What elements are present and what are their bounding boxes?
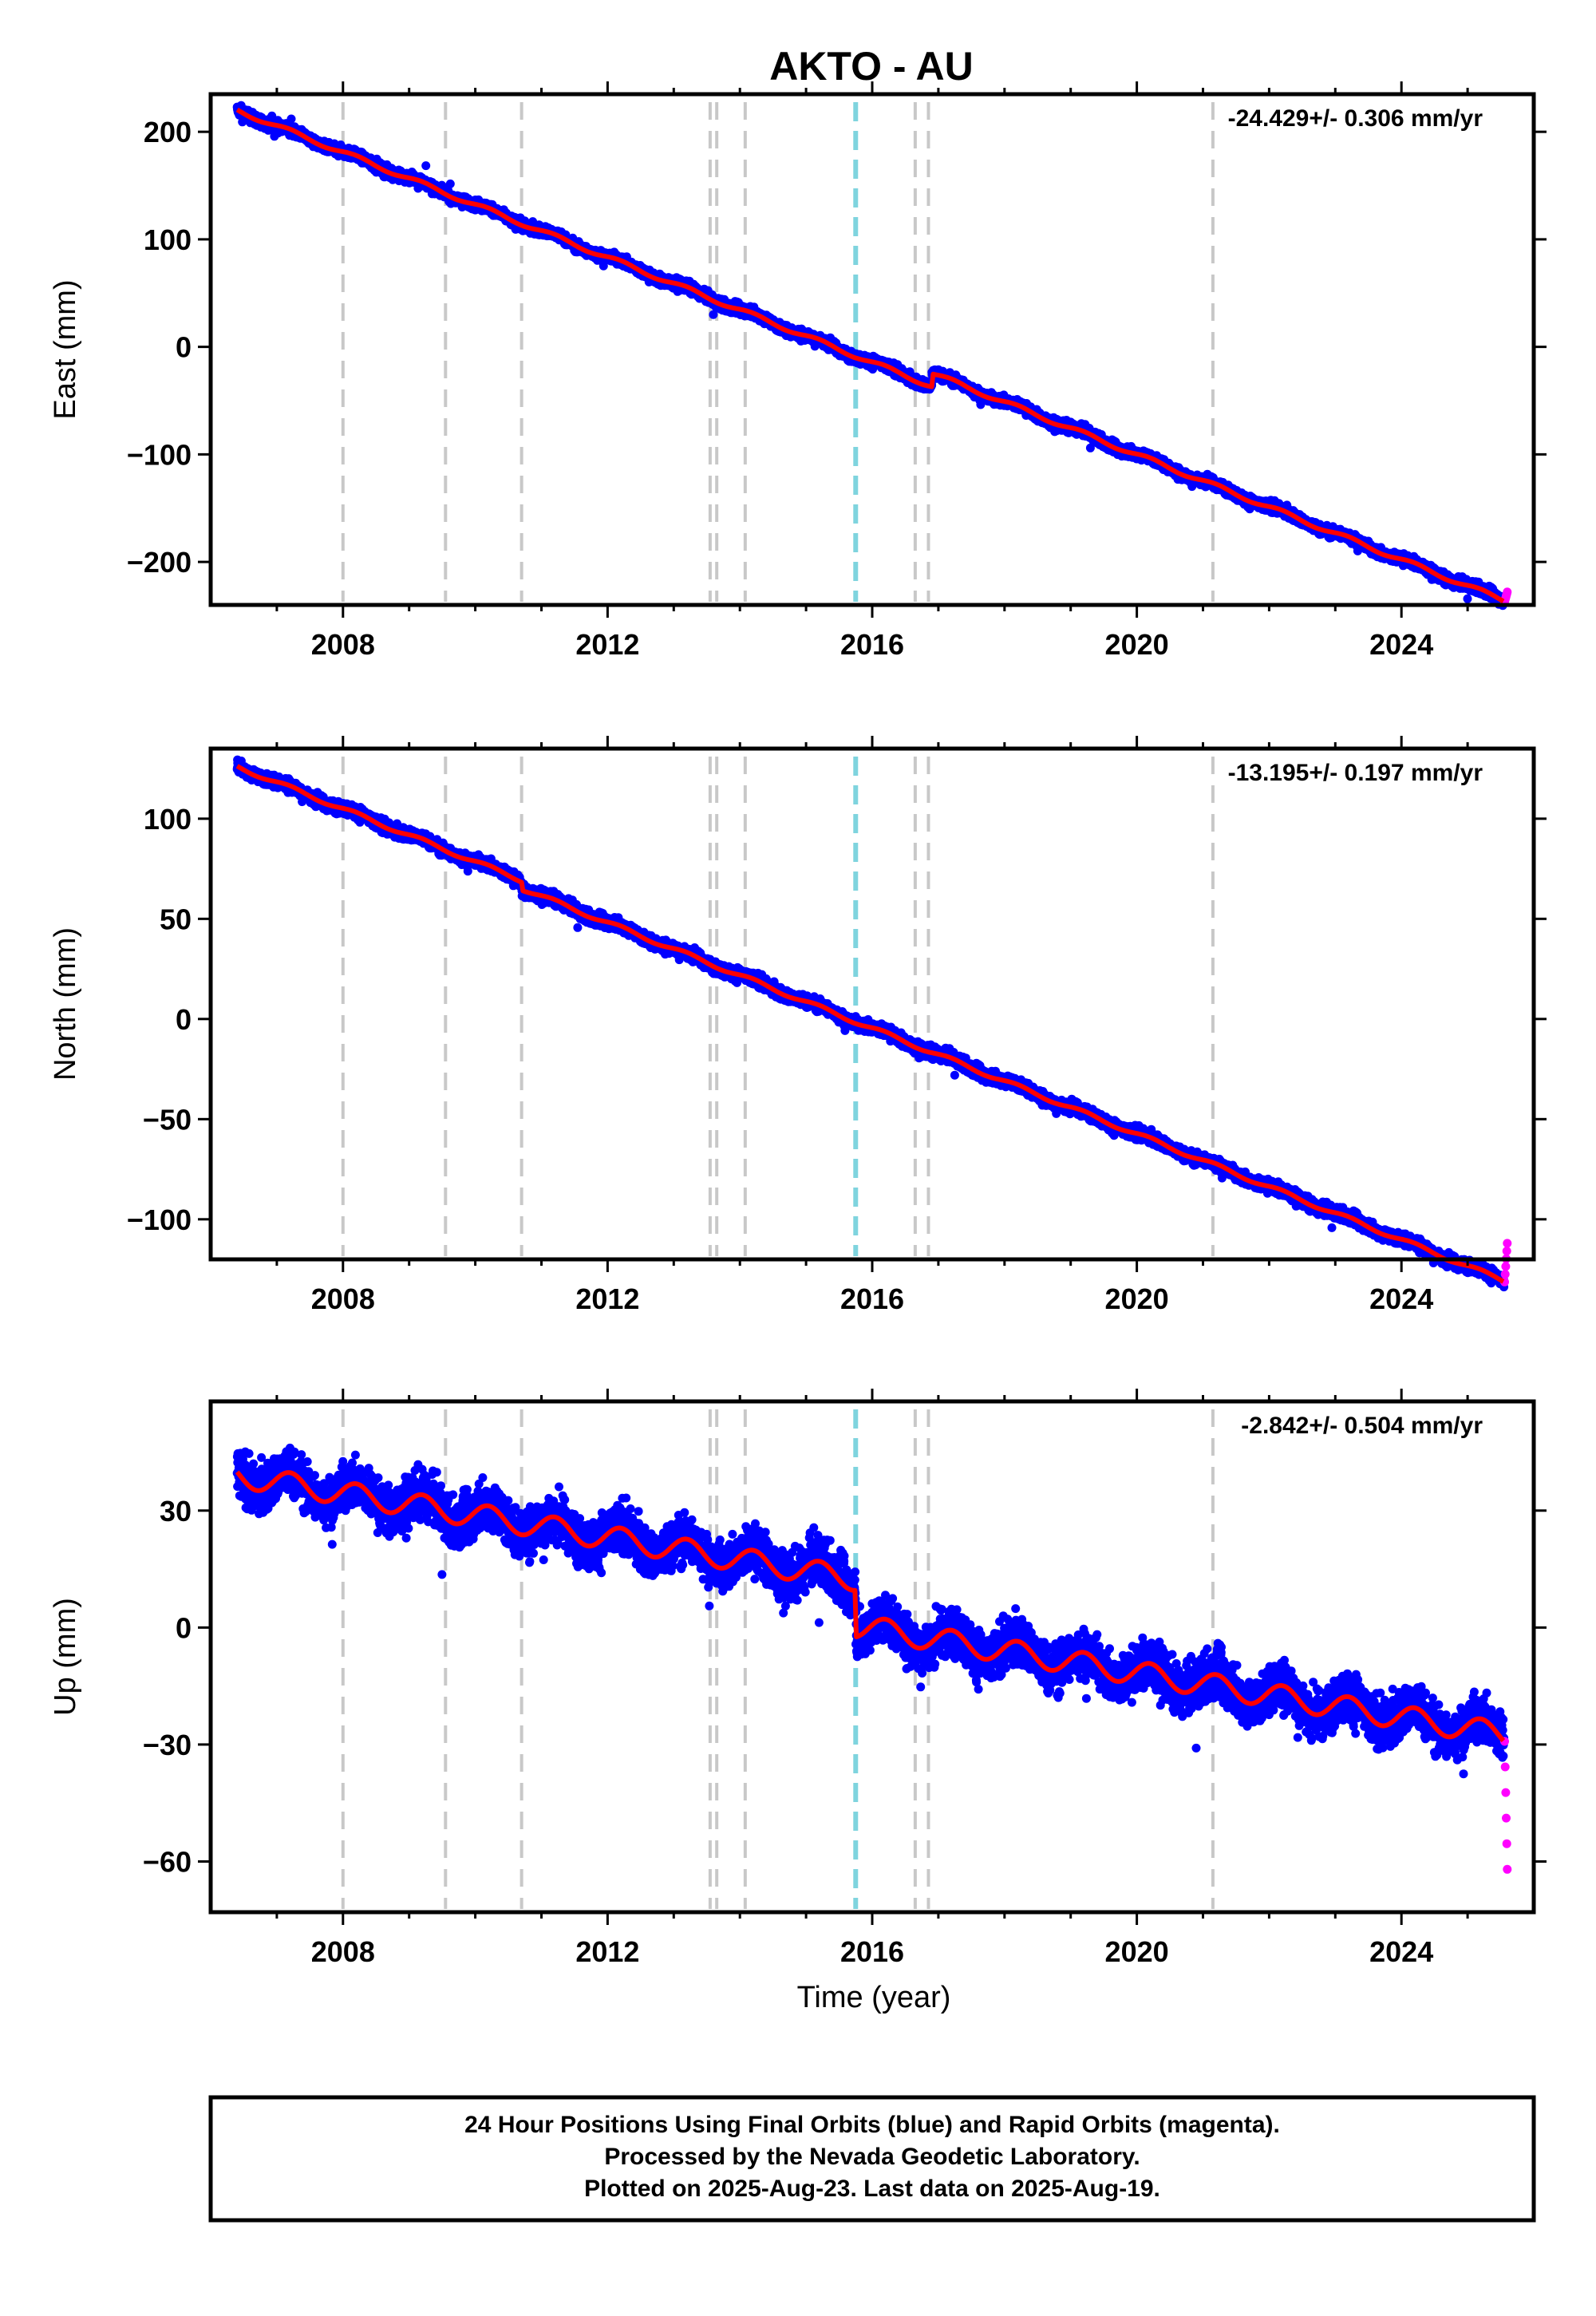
final-orbit-points	[232, 101, 1509, 611]
panels: 2008 2012 2016 2020 20242001000−100−200East …	[49, 81, 1547, 1968]
data-point	[421, 161, 431, 171]
data-point	[286, 114, 296, 124]
data-point	[445, 179, 455, 188]
chart-title: AKTO - AU	[769, 44, 974, 89]
panel-1: 2008 2012 2016 2020 20242001000−100−200East …	[49, 81, 1547, 661]
